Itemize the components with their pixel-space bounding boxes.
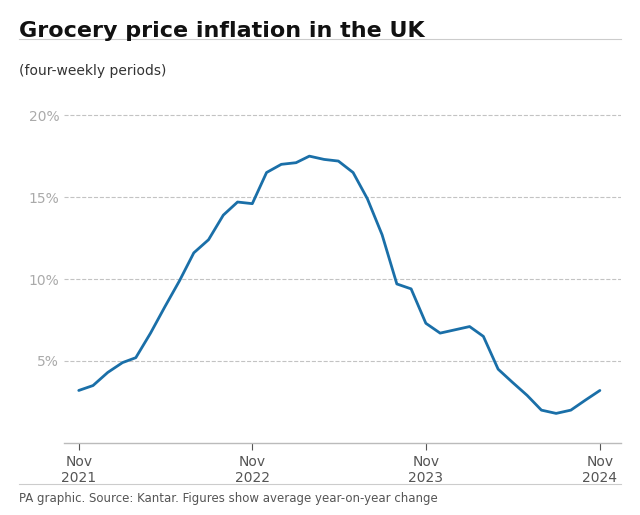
Text: Grocery price inflation in the UK: Grocery price inflation in the UK [19,21,425,41]
Text: (four-weekly periods): (four-weekly periods) [19,64,166,78]
Text: PA graphic. Source: Kantar. Figures show average year-on-year change: PA graphic. Source: Kantar. Figures show… [19,492,438,505]
